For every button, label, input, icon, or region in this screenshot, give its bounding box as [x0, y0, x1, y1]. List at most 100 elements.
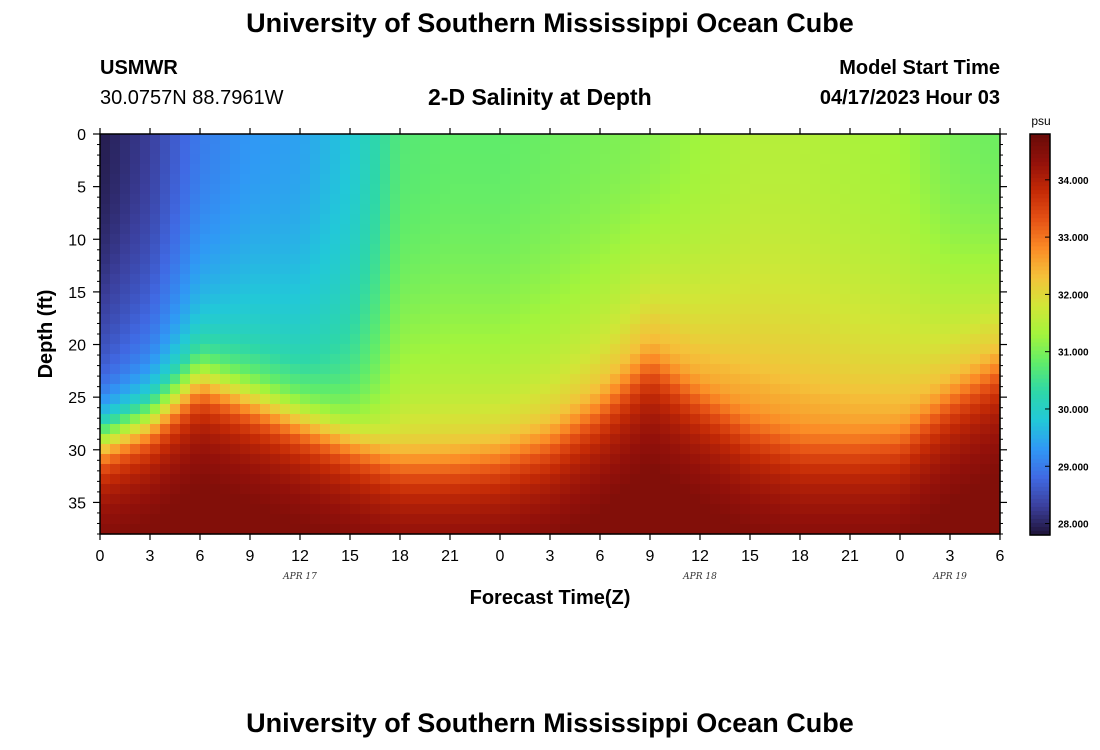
heatmap-cell [820, 364, 831, 375]
heatmap-cell [110, 144, 121, 155]
heatmap-cell [650, 514, 661, 525]
heatmap-cell [110, 524, 121, 535]
heatmap-cell [340, 324, 351, 335]
heatmap-cell [780, 334, 791, 345]
heatmap-cell [760, 394, 771, 405]
heatmap-cell [120, 144, 131, 155]
heatmap-cell [420, 234, 431, 245]
heatmap-cell [480, 374, 491, 385]
heatmap-cell [280, 274, 291, 285]
heatmap-cell [260, 354, 271, 365]
heatmap-cell [330, 364, 341, 375]
heatmap-cell [980, 174, 991, 185]
heatmap-cell [850, 154, 861, 165]
heatmap-cell [470, 224, 481, 235]
heatmap-cell [640, 324, 651, 335]
heatmap-cell [500, 134, 511, 145]
heatmap-cell [770, 394, 781, 405]
heatmap-cell [970, 434, 981, 445]
heatmap-cell [790, 144, 801, 155]
heatmap-cell [470, 304, 481, 315]
heatmap-cell [740, 194, 751, 205]
heatmap-cell [170, 334, 181, 345]
heatmap-cell [170, 394, 181, 405]
heatmap-cell [490, 224, 501, 235]
heatmap-cell [230, 234, 241, 245]
heatmap-cell [180, 214, 191, 225]
heatmap-cell [170, 454, 181, 465]
heatmap-cell [200, 364, 211, 375]
heatmap-cell [790, 384, 801, 395]
heatmap-cell [190, 204, 201, 215]
colorbar-segment [1030, 206, 1050, 211]
heatmap-cell [740, 304, 751, 315]
heatmap-cell [680, 154, 691, 165]
heatmap-cell [790, 344, 801, 355]
heatmap-cell [700, 164, 711, 175]
heatmap-cell [240, 224, 251, 235]
heatmap-cell [860, 434, 871, 445]
heatmap-cell [670, 274, 681, 285]
heatmap-cell [630, 424, 641, 435]
heatmap-cell [100, 294, 111, 305]
heatmap-cell [540, 274, 551, 285]
heatmap-cell [180, 434, 191, 445]
heatmap-cell [660, 474, 671, 485]
heatmap-cell [640, 494, 651, 505]
heatmap-cell [470, 164, 481, 175]
heatmap-cell [230, 424, 241, 435]
heatmap-cell [980, 254, 991, 265]
heatmap-cell [200, 384, 211, 395]
colorbar-segment [1030, 518, 1050, 524]
heatmap-cell [560, 184, 571, 195]
heatmap-cell [570, 324, 581, 335]
heatmap-cell [380, 514, 391, 525]
heatmap-cell [820, 404, 831, 415]
heatmap-cell [950, 454, 961, 465]
heatmap-cell [440, 204, 451, 215]
heatmap-cell [990, 204, 1001, 215]
heatmap-cell [370, 164, 381, 175]
heatmap-cell [160, 444, 171, 455]
heatmap-cell [790, 494, 801, 505]
heatmap-cell [920, 364, 931, 375]
colorbar-segment [1030, 294, 1050, 300]
heatmap-cell [820, 274, 831, 285]
heatmap-cell [980, 224, 991, 235]
heatmap-cell [800, 414, 811, 425]
heatmap-cell [280, 414, 291, 425]
heatmap-cell [900, 174, 911, 185]
heatmap-cell [940, 144, 951, 155]
heatmap-cell [120, 184, 131, 195]
heatmap-cell [440, 234, 451, 245]
heatmap-cell [280, 364, 291, 375]
heatmap-cell [250, 364, 261, 375]
heatmap-cell [940, 314, 951, 325]
heatmap-cell [440, 524, 451, 535]
heatmap-cell [140, 264, 151, 275]
heatmap-cell [280, 294, 291, 305]
heatmap-cell [900, 304, 911, 315]
heatmap-cell [400, 134, 411, 145]
heatmap-cell [210, 494, 221, 505]
heatmap-cell [170, 384, 181, 395]
heatmap-cell [930, 484, 941, 495]
heatmap-cell [820, 244, 831, 255]
heatmap-cell [900, 374, 911, 385]
heatmap-cell [260, 304, 271, 315]
heatmap-cell [240, 464, 251, 475]
heatmap-cell [700, 454, 711, 465]
heatmap-cell [120, 314, 131, 325]
heatmap-cell [710, 484, 721, 495]
heatmap-cell [670, 514, 681, 525]
heatmap-cell [450, 294, 461, 305]
heatmap-cell [460, 234, 471, 245]
heatmap-cell [840, 394, 851, 405]
heatmap-cell [320, 444, 331, 455]
heatmap-cell [710, 174, 721, 185]
heatmap-cell [710, 364, 721, 375]
heatmap-cell [360, 364, 371, 375]
heatmap-cell [640, 194, 651, 205]
heatmap-cell [310, 324, 321, 335]
heatmap-cell [190, 424, 201, 435]
